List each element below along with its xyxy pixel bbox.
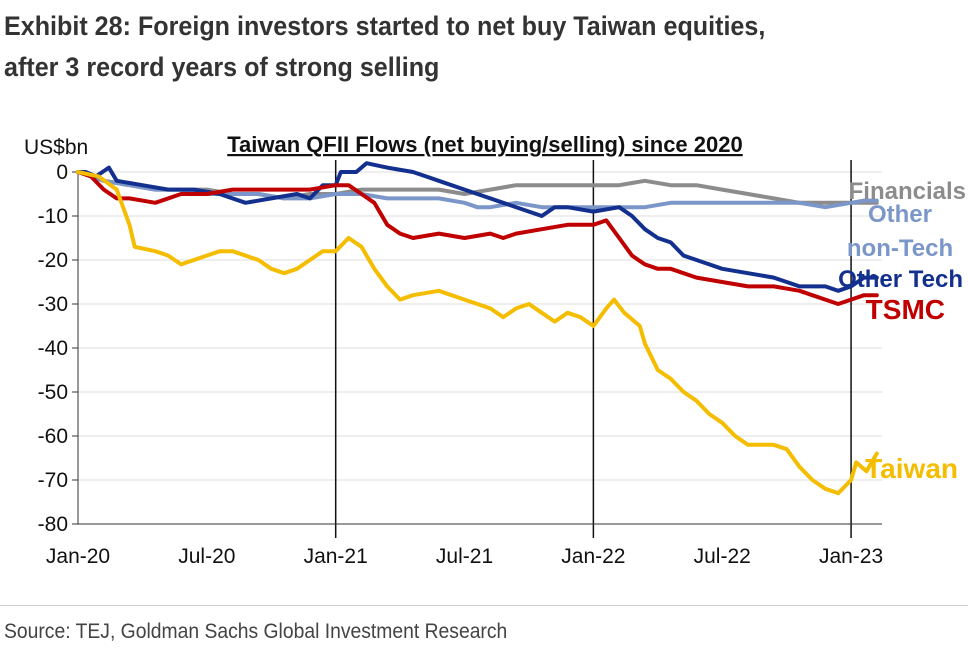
- y-tick-label: -10: [38, 205, 68, 228]
- series-label-tsmc: TSMC: [866, 294, 945, 325]
- chart-gridlines: [78, 171, 882, 525]
- y-tick-label: -40: [38, 337, 68, 360]
- y-tick-label: -30: [38, 293, 68, 316]
- series-label-other-tech: Other Tech: [838, 266, 963, 293]
- source-note: Source: TEJ, Goldman Sachs Global Invest…: [4, 620, 508, 643]
- x-tick-label: Jan-21: [304, 545, 368, 568]
- series-label-taiwan: Taiwan: [865, 453, 958, 484]
- x-tick-label: Jan-22: [561, 545, 625, 568]
- y-tick-label: -80: [38, 513, 68, 536]
- series-label-other-non-tech: non-Tech: [847, 235, 953, 262]
- y-tick-label: -60: [38, 425, 68, 448]
- qfii-flows-line-chart: 0 -10 -20 -30 -40 -50 -60 -70 -80 Jan-20 Jul-20 Jan…: [24, 132, 966, 568]
- exhibit-title: Exhibit 28: Foreign investors started to…: [4, 6, 897, 88]
- x-tick-label: Jan-20: [46, 545, 110, 568]
- chart-series: [76, 161, 879, 496]
- x-tick-label: Jan-23: [819, 545, 883, 568]
- x-tick-label: Jul-20: [178, 545, 235, 568]
- exhibit-title-line1: Exhibit 28: Foreign investors started to…: [4, 11, 766, 41]
- series-line-tsmc: [76, 170, 879, 306]
- source-divider: [0, 605, 968, 606]
- chart-year-dividers: [334, 160, 852, 538]
- y-tick-label: 0: [56, 161, 68, 184]
- x-tick-label: Jul-22: [694, 545, 751, 568]
- exhibit-title-line2: after 3 record years of strong selling: [4, 52, 440, 82]
- y-axis-unit-label: US$bn: [24, 136, 88, 159]
- series-line-financials: [76, 170, 879, 205]
- series-line-taiwan: [76, 170, 879, 496]
- y-tick-label: -50: [38, 381, 68, 404]
- series-label-other-non-tech: Other: [868, 201, 932, 228]
- x-tick-label: Jul-21: [436, 545, 493, 568]
- chart-title: Taiwan QFII Flows (net buying/selling) s…: [227, 132, 742, 157]
- chart-axes: 0 -10 -20 -30 -40 -50 -60 -70 -80 Jan-20 Jul-20 Jan…: [38, 161, 884, 568]
- series-label-financials: Financials: [849, 178, 966, 205]
- y-tick-label: -70: [38, 469, 68, 492]
- y-tick-label: -20: [38, 249, 68, 272]
- series-line-other-tech: [76, 161, 879, 293]
